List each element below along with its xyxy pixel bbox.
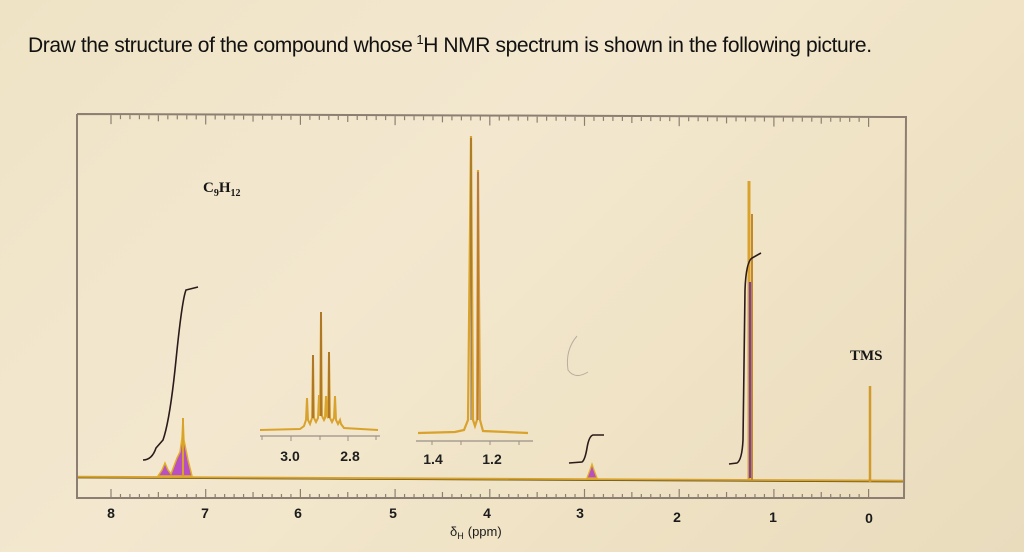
x-tick-6: 6 (294, 505, 302, 521)
x-tick-8: 8 (107, 505, 115, 521)
inset-septet-expansion: 3.0 2.8 (259, 311, 380, 464)
inset1-tick-2.8: 2.8 (340, 448, 360, 464)
inset1-tick-3.0: 3.0 (280, 448, 300, 464)
peak-doublet-main (747, 181, 753, 480)
x-tick-7: 7 (201, 505, 209, 521)
top-axis-ticks (110, 115, 870, 127)
x-axis-label: δH (ppm) (450, 524, 502, 541)
question-text-part: H NMR spectrum is shown in the following… (423, 34, 872, 57)
plot-frame (76, 113, 908, 499)
pencil-mark (566, 335, 589, 376)
x-tick-4: 4 (483, 505, 491, 521)
inset2-tick-1.2: 1.2 (482, 451, 502, 467)
inset2-tick-1.4: 1.4 (423, 451, 443, 467)
peak-aromatic-multiplet (156, 417, 193, 477)
x-tick-3: 3 (576, 505, 584, 521)
bottom-axis-ticks (110, 489, 870, 498)
question-text: Draw the structure of the compound whose… (28, 32, 872, 58)
integral-septet (568, 434, 604, 464)
x-tick-labels: 8 7 6 5 4 3 2 1 0 (107, 505, 873, 526)
inset-doublet-expansion: 1.4 1.2 (416, 135, 533, 467)
superscript-1: 1 (416, 32, 424, 47)
x-tick-0: 0 (865, 510, 873, 526)
x-tick-5: 5 (389, 505, 397, 521)
integral-doublet (728, 252, 762, 465)
peak-septet-main (586, 461, 598, 479)
x-tick-1: 1 (769, 509, 777, 525)
question-text-part: Draw the structure of the compound whose (28, 34, 413, 57)
molecular-formula: C9H12 (203, 180, 241, 199)
x-tick-2: 2 (673, 509, 681, 525)
spectrum-baseline (77, 475, 904, 483)
integral-aromatic (142, 286, 199, 461)
tms-label: TMS (850, 348, 883, 364)
